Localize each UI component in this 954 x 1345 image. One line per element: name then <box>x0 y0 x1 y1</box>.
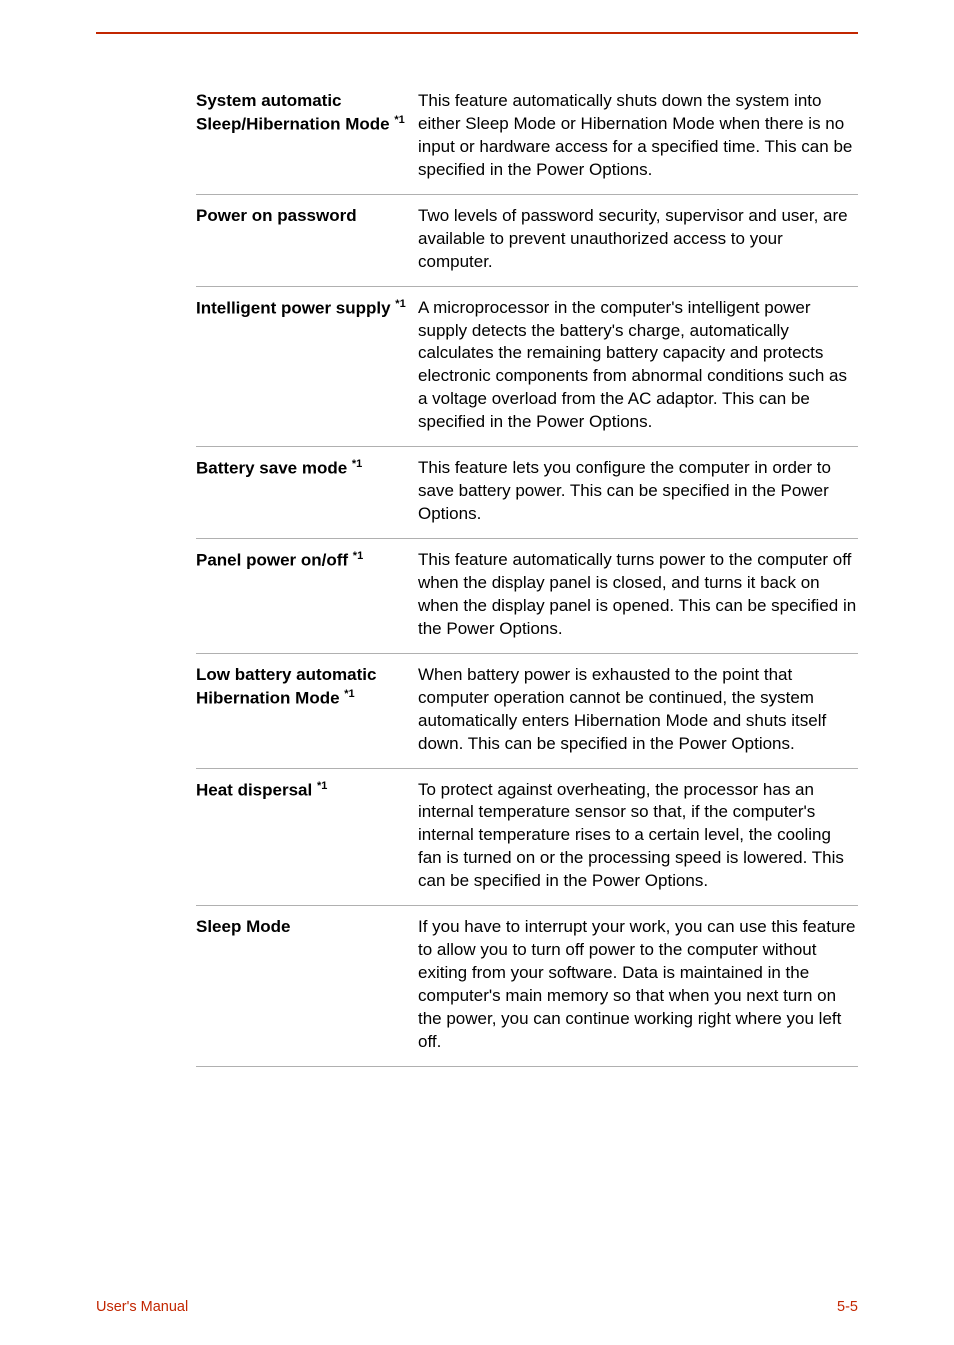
row-label: Power on password <box>196 205 418 274</box>
row-label: Intelligent power supply *1 <box>196 297 418 435</box>
footer-right: 5-5 <box>837 1299 858 1315</box>
row-description: This feature automatically shuts down th… <box>418 90 858 182</box>
row-label: Low battery automatic Hibernation Mode *… <box>196 664 418 756</box>
row-label: Battery save mode *1 <box>196 457 418 526</box>
table-row: Battery save mode *1This feature lets yo… <box>196 447 858 539</box>
row-description: This feature lets you configure the comp… <box>418 457 858 526</box>
row-label: Heat dispersal *1 <box>196 779 418 894</box>
row-description: A microprocessor in the computer's intel… <box>418 297 858 435</box>
row-description: To protect against overheating, the proc… <box>418 779 858 894</box>
row-label: Sleep Mode <box>196 916 418 1054</box>
table-row: Heat dispersal *1To protect against over… <box>196 769 858 907</box>
row-label: System automatic Sleep/Hibernation Mode … <box>196 90 418 182</box>
row-description: When battery power is exhausted to the p… <box>418 664 858 756</box>
row-description: If you have to interrupt your work, you … <box>418 916 858 1054</box>
table-row: Sleep ModeIf you have to interrupt your … <box>196 906 858 1067</box>
page-top-rule <box>96 32 858 34</box>
footer-left: User's Manual <box>96 1299 188 1315</box>
row-label: Panel power on/off *1 <box>196 549 418 641</box>
table-row: Low battery automatic Hibernation Mode *… <box>196 654 858 769</box>
table-row: Intelligent power supply *1A microproces… <box>196 287 858 448</box>
feature-table: System automatic Sleep/Hibernation Mode … <box>196 80 858 1067</box>
row-description: Two levels of password security, supervi… <box>418 205 858 274</box>
page-footer: User's Manual 5-5 <box>96 1299 858 1315</box>
row-description: This feature automatically turns power t… <box>418 549 858 641</box>
table-row: System automatic Sleep/Hibernation Mode … <box>196 80 858 195</box>
table-row: Power on passwordTwo levels of password … <box>196 195 858 287</box>
table-row: Panel power on/off *1This feature automa… <box>196 539 858 654</box>
